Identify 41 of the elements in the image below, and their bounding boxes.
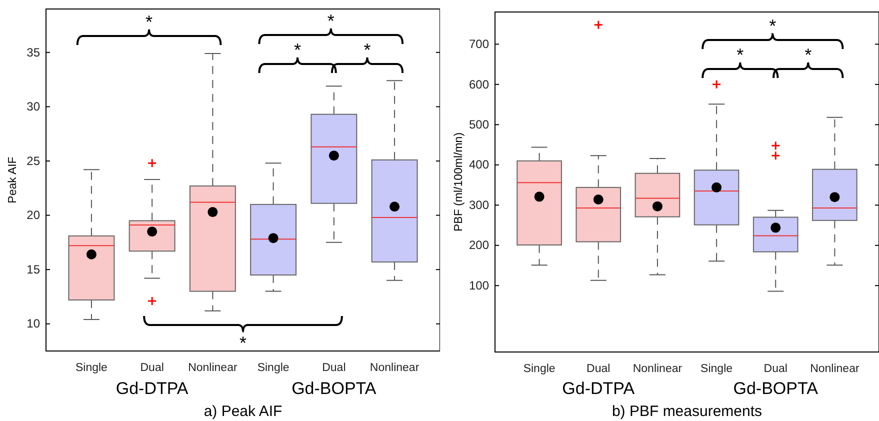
y-tick-label: 300 — [468, 198, 490, 212]
y-tick-label: 35 — [26, 45, 40, 60]
text: Gd-BOPTA — [733, 379, 819, 398]
y-tick-label: 15 — [26, 262, 40, 276]
x-tick-label: Dual — [764, 363, 788, 376]
annotation: * — [769, 16, 776, 36]
x-tick-label: Single — [257, 362, 290, 374]
text: Gd-DTPA — [116, 379, 189, 398]
y-tick-label: 500 — [468, 118, 490, 132]
annotation: * — [736, 45, 744, 65]
y-tick-label: 25 — [26, 154, 40, 168]
text: Gd-DTPA — [562, 379, 636, 398]
y-tick-label: 200 — [468, 238, 490, 252]
x-tick-label: Single — [75, 362, 108, 374]
x-tick-label: Nonlinear — [810, 363, 860, 376]
x-tick-label: Single — [523, 363, 556, 376]
y-tick-label: 30 — [26, 100, 40, 114]
y-tick-label: 400 — [468, 158, 490, 172]
x-tick-label: Dual — [140, 362, 164, 374]
annotation: * — [364, 40, 371, 60]
y-tick-label: 100 — [468, 278, 490, 292]
y-tick-label: 700 — [468, 37, 490, 52]
y-tick-label: 600 — [468, 77, 490, 92]
x-tick-label: Dual — [586, 363, 610, 376]
y-axis-title: PBF (ml/100ml/mn) — [453, 132, 465, 232]
annotation: * — [294, 40, 302, 60]
y-tick-label: 20 — [26, 208, 40, 222]
annotation: * — [804, 45, 812, 65]
annotation: * — [327, 11, 334, 31]
text: a) Peak AIF — [204, 403, 282, 420]
x-tick-label: Nonlinear — [632, 363, 682, 376]
text: Gd-BOPTA — [292, 379, 377, 398]
x-tick-label: Nonlinear — [188, 362, 238, 374]
annotation: * — [146, 12, 153, 32]
x-tick-label: Nonlinear — [370, 362, 420, 374]
x-tick-label: Single — [700, 363, 733, 376]
annotation: * — [239, 333, 247, 353]
y-tick-label: 10 — [26, 316, 40, 331]
y-axis-title: Peak AIF — [7, 156, 19, 204]
text: b) PBF measurements — [612, 403, 762, 420]
x-tick-label: Dual — [322, 362, 346, 374]
